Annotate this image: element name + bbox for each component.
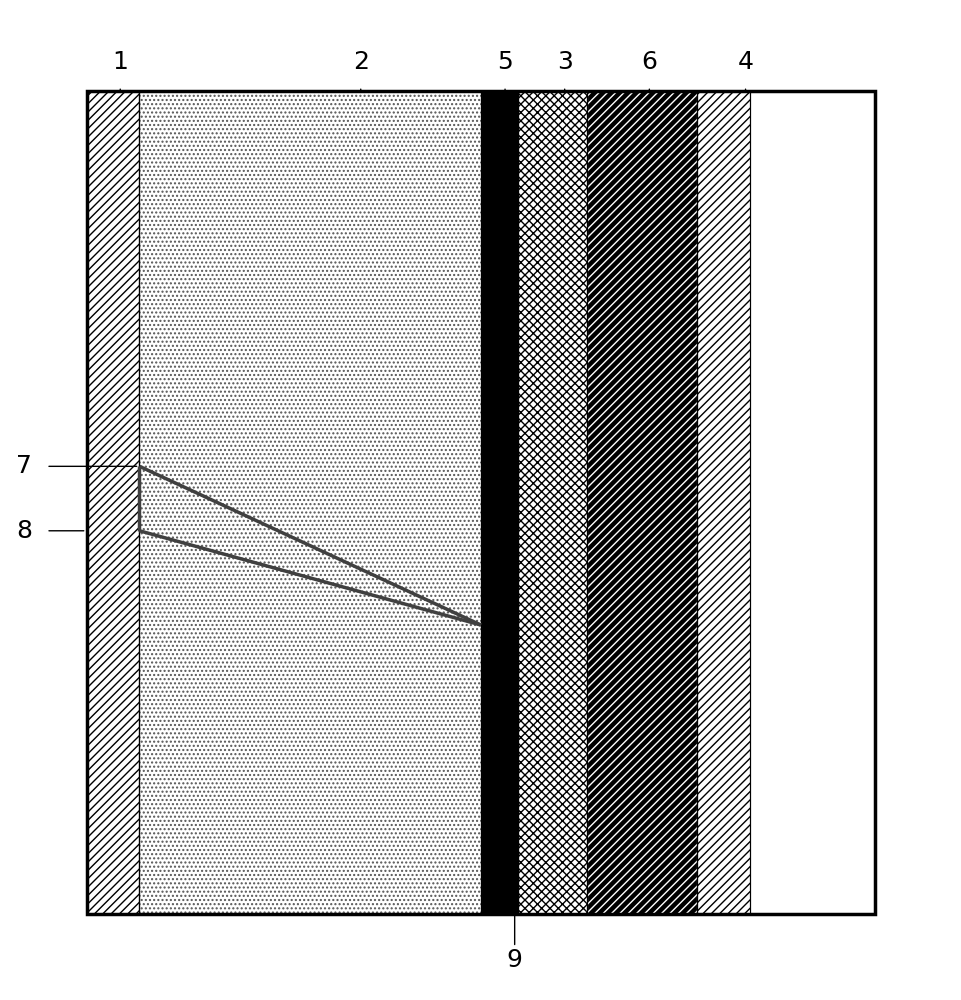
Text: 3: 3: [556, 50, 572, 74]
Text: 6: 6: [641, 50, 656, 74]
Bar: [697, 91, 750, 914]
Bar: [139, 91, 480, 914]
Text: 7: 7: [16, 454, 32, 478]
Bar: [86, 91, 139, 914]
Bar: [517, 91, 586, 914]
Bar: [480, 91, 517, 914]
Bar: [480, 91, 517, 914]
Text: 4: 4: [737, 50, 752, 74]
Bar: [86, 91, 875, 914]
Text: 9: 9: [506, 948, 522, 972]
Bar: [139, 91, 480, 914]
Bar: [586, 91, 697, 914]
Bar: [139, 91, 480, 914]
Bar: [586, 91, 697, 914]
Bar: [697, 91, 750, 914]
Text: 8: 8: [16, 519, 32, 543]
Bar: [586, 91, 697, 914]
Bar: [86, 91, 139, 914]
Text: 5: 5: [497, 50, 512, 74]
Bar: [517, 91, 586, 914]
Bar: [517, 91, 586, 914]
Text: 2: 2: [353, 50, 368, 74]
Text: 1: 1: [112, 50, 128, 74]
Bar: [86, 91, 139, 914]
Bar: [697, 91, 750, 914]
